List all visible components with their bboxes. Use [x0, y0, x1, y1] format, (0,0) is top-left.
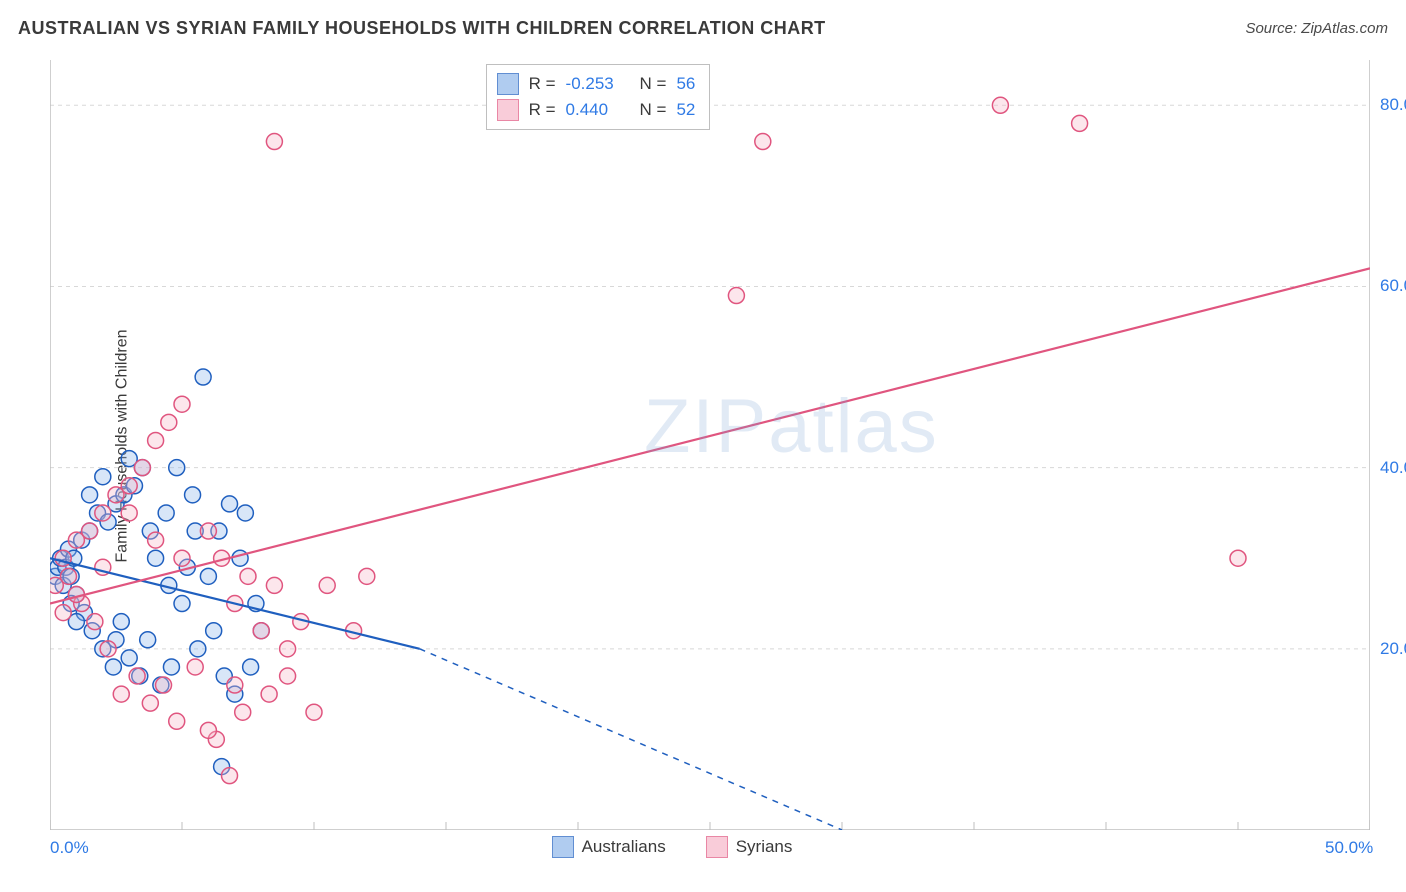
y-tick-label: 80.0%: [1380, 95, 1406, 115]
data-point: [174, 596, 190, 612]
x-tick-label: 0.0%: [50, 838, 89, 858]
data-point: [185, 487, 201, 503]
legend-stats-box: R =-0.253N =56R =0.440N =52: [486, 64, 711, 130]
data-point: [134, 460, 150, 476]
y-tick-label: 60.0%: [1380, 276, 1406, 296]
data-point: [266, 134, 282, 150]
data-point: [1072, 115, 1088, 131]
data-point: [148, 532, 164, 548]
data-point: [142, 695, 158, 711]
data-point: [195, 369, 211, 385]
legend-stats-row: R =-0.253N =56: [497, 71, 696, 97]
regression-line-extrapolated: [420, 649, 842, 830]
data-point: [113, 614, 129, 630]
data-point: [755, 134, 771, 150]
data-point: [105, 659, 121, 675]
data-point: [174, 396, 190, 412]
data-point: [187, 659, 203, 675]
legend-item: Australians: [552, 836, 666, 858]
data-point: [113, 686, 129, 702]
data-point: [266, 577, 282, 593]
data-point: [306, 704, 322, 720]
data-point: [200, 523, 216, 539]
data-point: [190, 641, 206, 657]
data-point: [222, 768, 238, 784]
x-tick-label: 50.0%: [1325, 838, 1373, 858]
data-point: [148, 550, 164, 566]
data-point: [87, 614, 103, 630]
data-point: [169, 460, 185, 476]
data-point: [243, 659, 259, 675]
data-point: [100, 641, 116, 657]
data-point: [232, 550, 248, 566]
legend-swatch: [706, 836, 728, 858]
legend-label: Syrians: [736, 837, 793, 857]
data-point: [82, 487, 98, 503]
data-point: [237, 505, 253, 521]
source-attribution: Source: ZipAtlas.com: [1245, 20, 1388, 37]
data-point: [206, 623, 222, 639]
data-point: [227, 677, 243, 693]
data-point: [200, 722, 216, 738]
data-point: [992, 97, 1008, 113]
data-point: [55, 605, 71, 621]
data-point: [280, 641, 296, 657]
data-point: [158, 505, 174, 521]
data-point: [129, 668, 145, 684]
data-point: [280, 668, 296, 684]
data-point: [253, 623, 269, 639]
data-point: [1230, 550, 1246, 566]
data-point: [95, 505, 111, 521]
regression-line: [50, 268, 1370, 603]
data-point: [200, 568, 216, 584]
legend-stats-row: R =0.440N =52: [497, 97, 696, 123]
data-point: [235, 704, 251, 720]
data-point: [169, 713, 185, 729]
data-point: [728, 288, 744, 304]
legend-item: Syrians: [706, 836, 793, 858]
legend-label: Australians: [582, 837, 666, 857]
data-point: [359, 568, 375, 584]
data-point: [121, 650, 137, 666]
data-point: [121, 505, 137, 521]
data-point: [140, 632, 156, 648]
data-point: [161, 414, 177, 430]
data-point: [261, 686, 277, 702]
chart-title: AUSTRALIAN VS SYRIAN FAMILY HOUSEHOLDS W…: [18, 18, 826, 39]
data-point: [222, 496, 238, 512]
data-point: [95, 469, 111, 485]
data-point: [82, 523, 98, 539]
data-point: [163, 659, 179, 675]
data-point: [60, 568, 76, 584]
y-tick-label: 20.0%: [1380, 639, 1406, 659]
legend-series: Australians Syrians: [552, 836, 793, 858]
data-point: [148, 432, 164, 448]
legend-swatch: [552, 836, 574, 858]
data-point: [319, 577, 335, 593]
legend-swatch: [497, 99, 519, 121]
legend-swatch: [497, 73, 519, 95]
data-point: [156, 677, 172, 693]
scatter-plot: [50, 60, 1370, 830]
data-point: [121, 478, 137, 494]
y-tick-label: 40.0%: [1380, 458, 1406, 478]
data-point: [240, 568, 256, 584]
data-point: [174, 550, 190, 566]
